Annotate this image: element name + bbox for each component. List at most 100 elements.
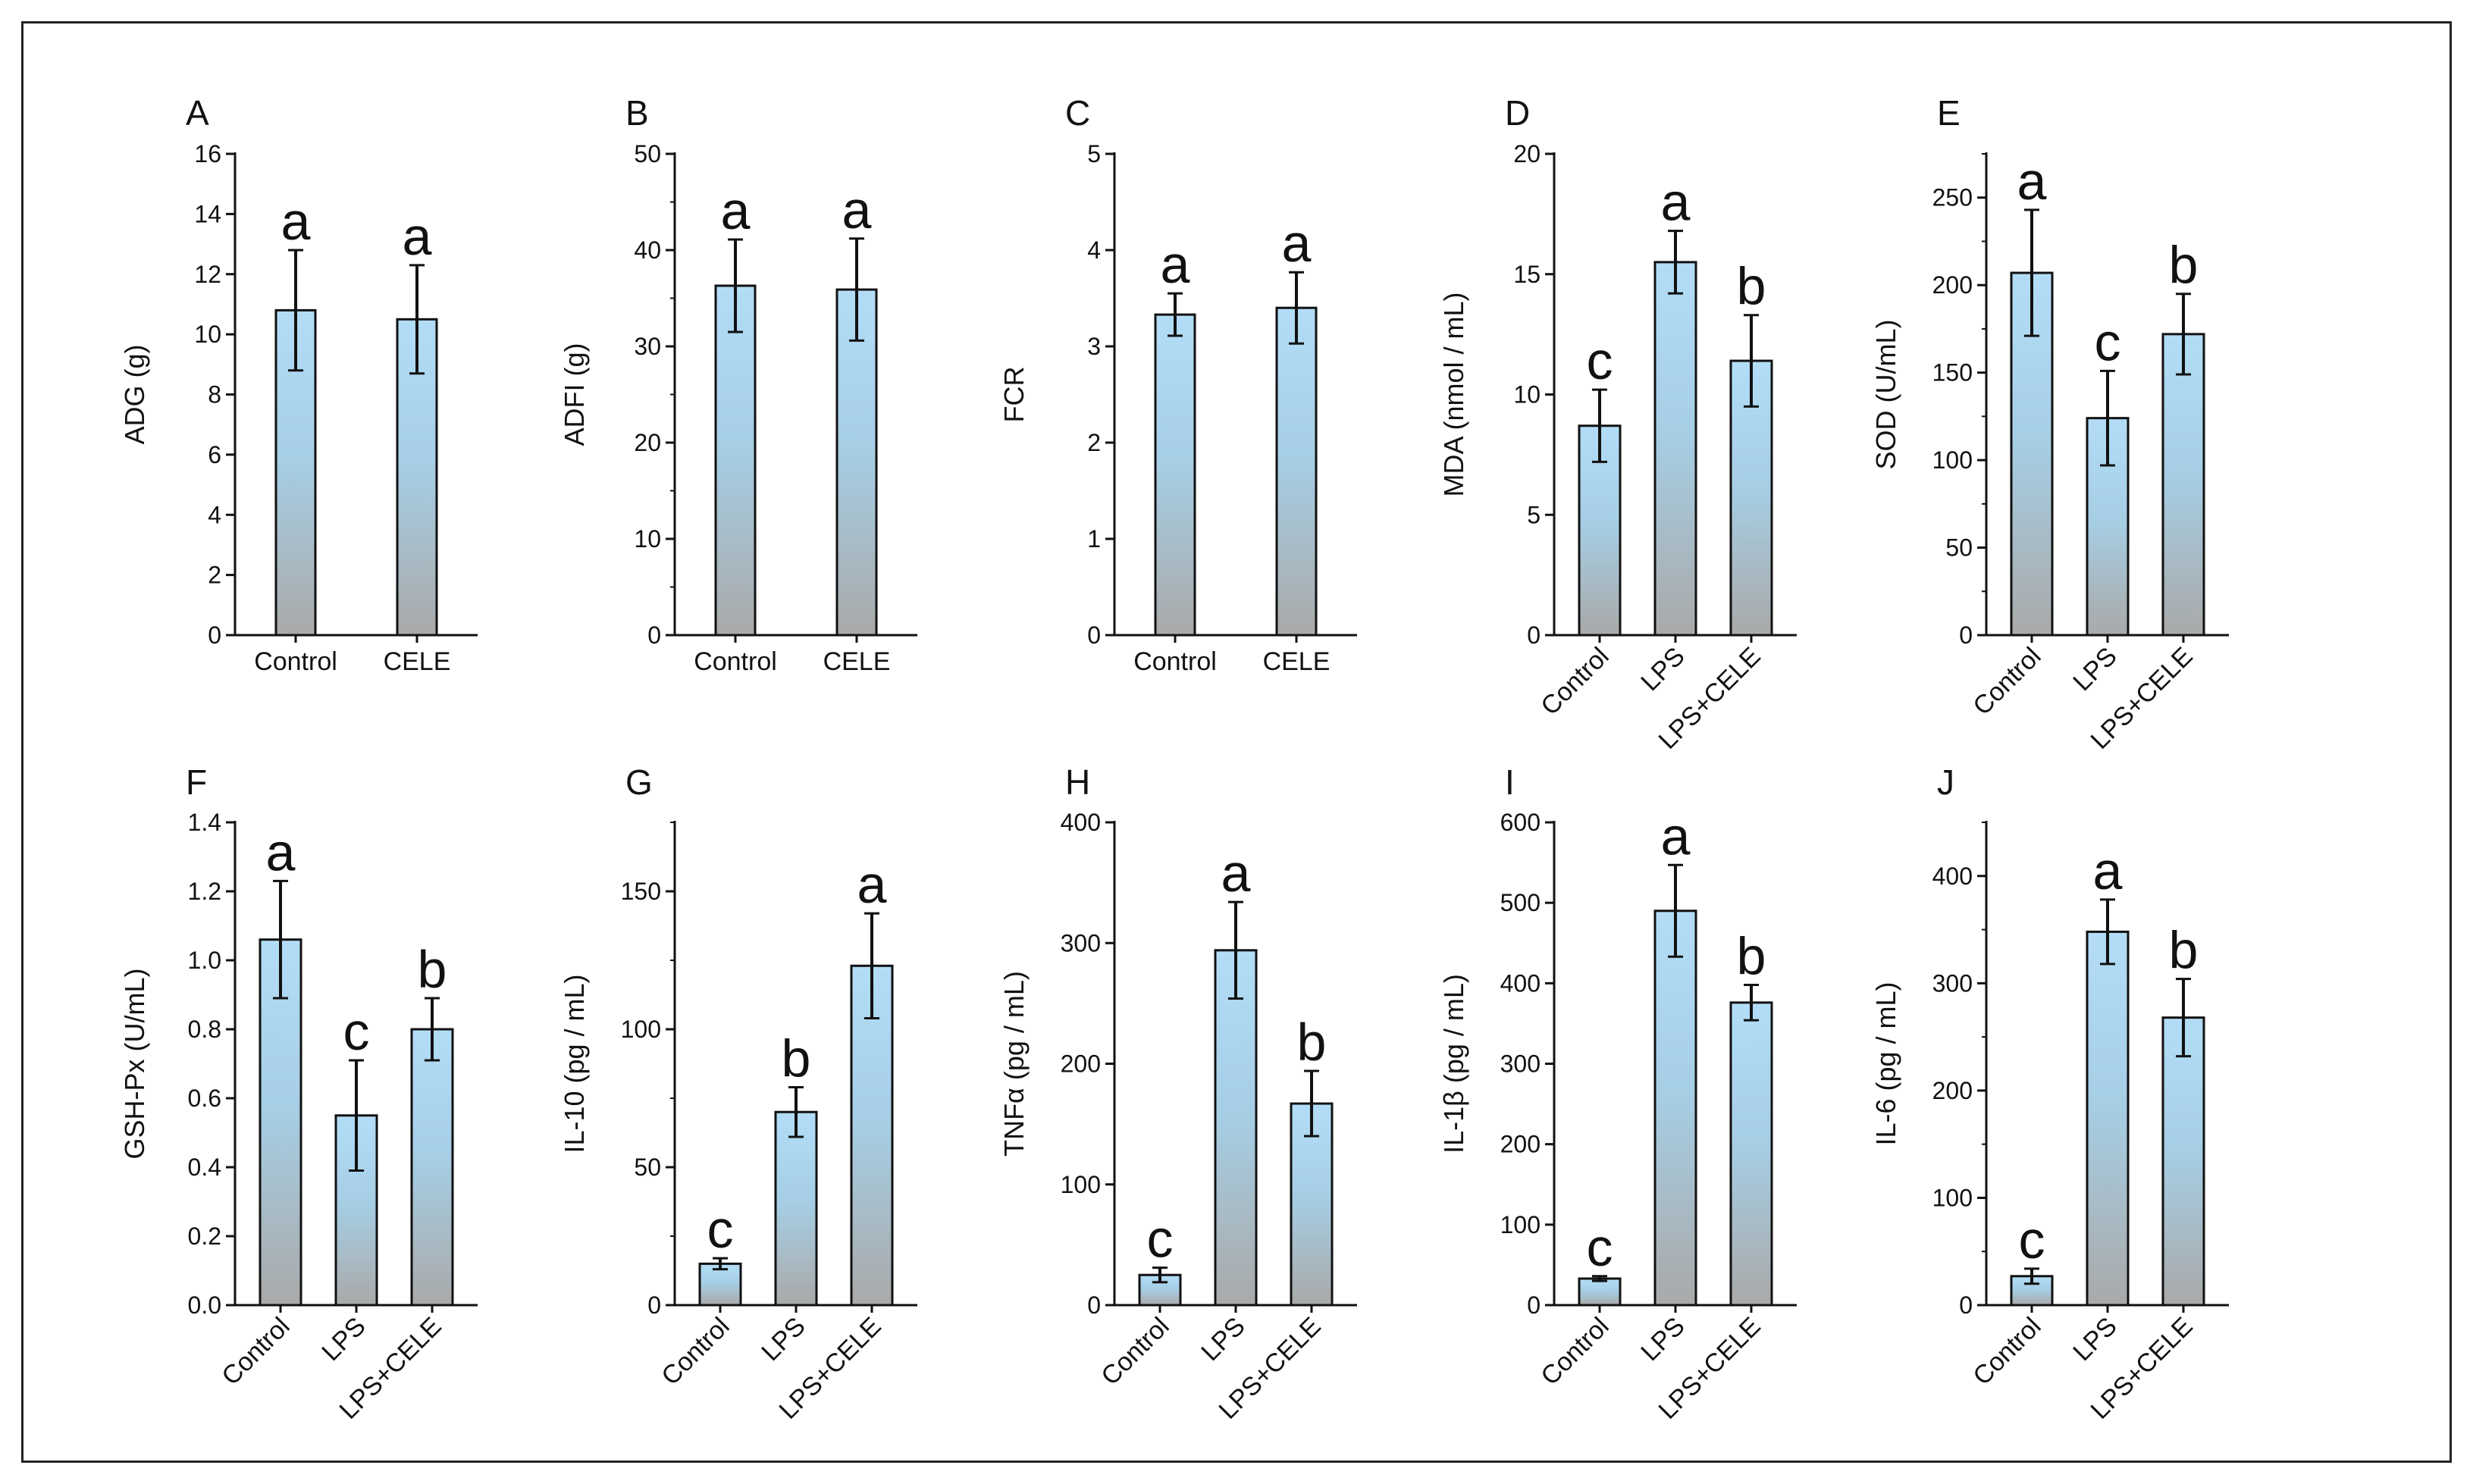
y-axis-label-a: ADG (g) xyxy=(119,344,150,444)
figure-frame xyxy=(21,21,2452,1463)
y-tick-label-a: 4 xyxy=(208,501,221,528)
panel-label-c: C xyxy=(1065,93,1090,133)
significance-letter-c-control: a xyxy=(1161,235,1190,294)
x-tick-label-d-control: Control xyxy=(1535,642,1614,721)
significance-letter-j-lps: a xyxy=(2093,841,2123,900)
y-axis-label-g: IL-10 (pg / mL) xyxy=(559,974,590,1153)
x-tick-label-a-control: Control xyxy=(254,647,337,676)
significance-letter-i-control: c xyxy=(1587,1218,1613,1277)
x-tick-label-c-cele: CELE xyxy=(1263,647,1331,676)
y-axis-label-d: MDA (nmol / mL) xyxy=(1438,292,1469,496)
significance-letter-g-control: c xyxy=(707,1200,734,1259)
y-tick-label-a: 8 xyxy=(208,381,221,409)
y-tick-label-e: 0 xyxy=(1959,621,1973,649)
x-tick-label-h-control: Control xyxy=(1095,1312,1174,1391)
y-tick-label-f: 1.4 xyxy=(188,809,221,836)
significance-letter-f-lps: c xyxy=(343,1002,370,1061)
y-tick-label-f: 1.0 xyxy=(188,947,221,974)
y-tick-label-h: 200 xyxy=(1061,1050,1101,1078)
bar-j-lps xyxy=(2086,930,2130,1307)
y-tick-label-j: 200 xyxy=(1932,1077,1973,1104)
y-tick-label-a: 14 xyxy=(194,200,221,227)
y-tick-label-c: 0 xyxy=(1087,621,1101,649)
chart-b: B 0 10 20 30 40 50 ADFI (g) a Control a CELE xyxy=(559,93,917,676)
y-tick-label-g: 50 xyxy=(634,1154,661,1181)
x-tick-label-i-control: Control xyxy=(1535,1312,1614,1391)
x-tick-label-j-control: Control xyxy=(1967,1312,2046,1391)
bar-c-cele xyxy=(1275,306,1318,637)
y-tick-label-j: 0 xyxy=(1959,1291,1973,1319)
y-axis-label-i: IL-1β (pg / mL) xyxy=(1438,974,1469,1154)
y-tick-label-b: 40 xyxy=(634,236,661,264)
y-tick-label-g: 0 xyxy=(647,1291,661,1319)
significance-letter-g-lps: b xyxy=(782,1028,811,1088)
y-tick-label-c: 2 xyxy=(1087,429,1101,456)
significance-letter-e-lps-cele: b xyxy=(2169,236,2199,295)
y-tick-label-i: 500 xyxy=(1500,889,1541,916)
panel-label-b: B xyxy=(625,93,649,133)
bar-f-lps-cele xyxy=(410,1028,454,1307)
y-tick-label-a: 2 xyxy=(208,562,221,589)
y-tick-label-f: 0.2 xyxy=(188,1223,221,1250)
significance-letter-e-lps: c xyxy=(2095,312,2121,371)
bar-e-lps-cele xyxy=(2161,333,2205,637)
y-tick-label-i: 200 xyxy=(1500,1131,1541,1158)
significance-letter-d-lps-cele: b xyxy=(1737,257,1766,316)
y-tick-label-h: 400 xyxy=(1061,809,1101,836)
x-tick-label-j-lps: LPS xyxy=(2067,1312,2122,1367)
significance-letter-a-cele: a xyxy=(403,207,432,266)
y-tick-label-a: 12 xyxy=(194,261,221,288)
significance-letter-b-control: a xyxy=(721,181,751,240)
significance-letter-h-lps: a xyxy=(1221,844,1251,903)
panel-label-d: D xyxy=(1505,93,1530,133)
y-tick-label-a: 0 xyxy=(208,621,221,649)
y-tick-label-c: 4 xyxy=(1087,236,1101,264)
significance-letter-h-lps-cele: b xyxy=(1297,1013,1327,1072)
y-tick-label-e: 100 xyxy=(1932,446,1973,474)
x-tick-label-a-cele: CELE xyxy=(384,647,451,676)
bar-b-cele xyxy=(835,288,878,637)
bar-b-control xyxy=(714,284,757,637)
y-axis-label-j: IL-6 (pg / mL) xyxy=(1870,982,1901,1145)
x-tick-label-e-lps: LPS xyxy=(2067,642,2122,697)
significance-letter-g-lps-cele: a xyxy=(857,855,887,914)
bar-g-lps xyxy=(774,1110,818,1307)
significance-letter-d-control: c xyxy=(1587,331,1613,390)
y-tick-label-i: 0 xyxy=(1527,1291,1541,1319)
panel-label-e: E xyxy=(1937,93,1961,133)
y-tick-label-f: 0.8 xyxy=(188,1016,221,1043)
y-axis-label-b: ADFI (g) xyxy=(559,343,590,446)
y-tick-label-j: 400 xyxy=(1932,863,1973,890)
chart-f: F 0.0 0.2 0.4 0.6 0.8 1.0 1.2 1.4 GSH-Px (U/mL) a C… xyxy=(119,762,478,1425)
significance-letter-j-lps-cele: b xyxy=(2169,921,2199,980)
y-tick-label-b: 20 xyxy=(634,429,661,456)
y-tick-label-a: 10 xyxy=(194,321,221,348)
y-tick-label-j: 100 xyxy=(1932,1184,1973,1211)
y-tick-label-d: 10 xyxy=(1513,381,1541,409)
significance-letter-d-lps: a xyxy=(1661,173,1691,232)
panel-label-h: H xyxy=(1065,762,1090,802)
panel-label-g: G xyxy=(625,762,653,802)
bar-g-lps-cele xyxy=(850,964,894,1307)
significance-letter-c-cele: a xyxy=(1282,214,1312,273)
significance-letter-j-control: c xyxy=(2019,1210,2045,1270)
y-axis-label-f: GSH-Px (U/mL) xyxy=(119,969,150,1160)
y-tick-label-d: 20 xyxy=(1513,140,1541,167)
y-tick-label-e: 50 xyxy=(1945,534,1973,562)
y-tick-label-h: 300 xyxy=(1061,929,1101,956)
significance-letter-b-cele: a xyxy=(842,180,872,240)
y-tick-label-e: 150 xyxy=(1932,359,1973,387)
x-tick-label-f-control: Control xyxy=(216,1312,295,1391)
y-tick-label-e: 200 xyxy=(1932,271,1973,299)
y-tick-label-i: 100 xyxy=(1500,1211,1541,1238)
y-tick-label-c: 5 xyxy=(1087,140,1101,167)
bar-c-control xyxy=(1154,313,1196,637)
bar-i-lps xyxy=(1653,909,1697,1307)
x-tick-label-f-lps: LPS xyxy=(316,1312,371,1367)
x-tick-label-i-lps: LPS xyxy=(1635,1312,1690,1367)
y-tick-label-d: 5 xyxy=(1527,501,1541,528)
bar-i-lps-cele xyxy=(1729,1001,1773,1307)
chart-j: J 0 100 200 300 400 IL-6 (pg / mL) c Control a LPS… xyxy=(1870,762,2229,1425)
y-tick-label-c: 3 xyxy=(1087,333,1101,360)
